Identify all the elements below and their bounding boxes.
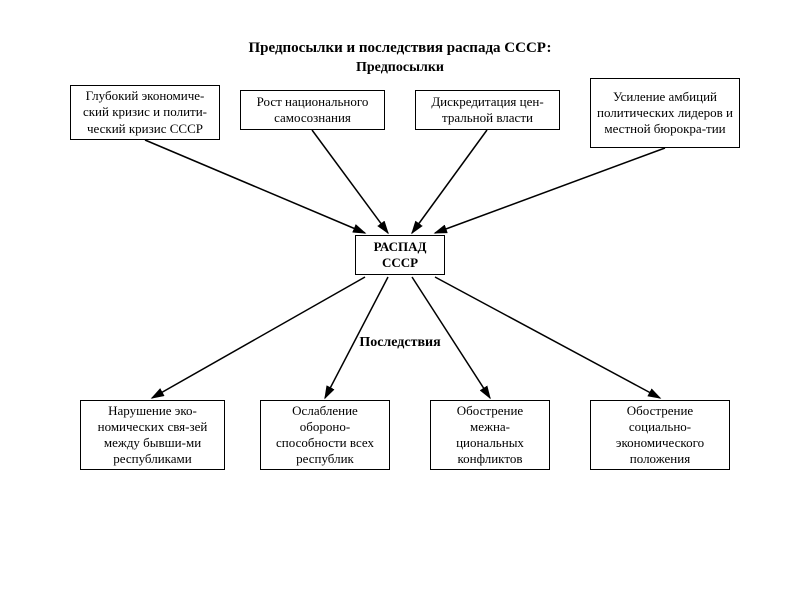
bottom-node-1: Нарушение эко-номических свя-зей между б… [80,400,225,470]
edge-1 [145,140,365,233]
bottom-node-3: Обострение межна-циональных конфликтов [430,400,550,470]
diagram-stage: Предпосылки и последствия распада СССР: … [0,0,800,600]
top-node-4: Усиление амбиций политических лидеров и … [590,78,740,148]
bottom-node-2: Ослабление обороно-способности всех респ… [260,400,390,470]
edge-4 [435,148,665,233]
edge-2 [312,130,388,233]
top-node-3: Дискредитация цен-тральной власти [415,90,560,130]
top-node-2: Рост национального самосознания [240,90,385,130]
consequences-label: Последствия [0,335,800,351]
main-title: Предпосылки и последствия распада СССР: [0,40,800,57]
center-node: РАСПАД СССР [355,235,445,275]
edge-3 [412,130,487,233]
bottom-node-4: Обострение социально-экономического поло… [590,400,730,470]
preconditions-label: Предпосылки [0,60,800,76]
top-node-1: Глубокий экономиче-ский кризис и полити-… [70,85,220,140]
